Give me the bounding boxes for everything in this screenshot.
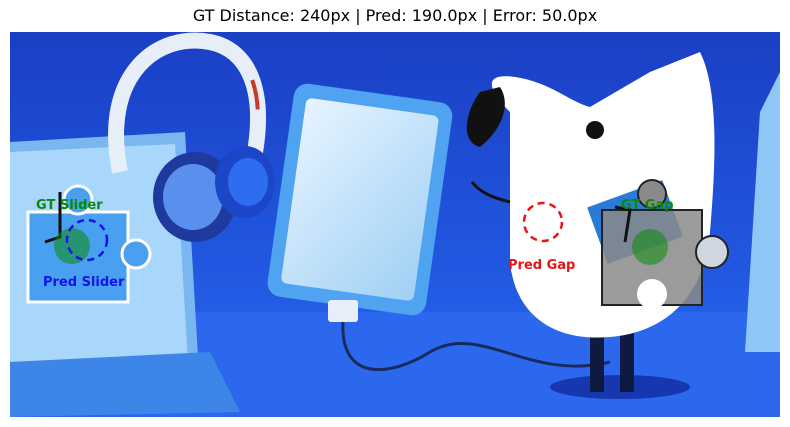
figure-title: GT Distance: 240px | Pred: 190.0px | Err… bbox=[192, 6, 598, 25]
gt-slider-marker bbox=[54, 228, 90, 264]
captcha-image bbox=[10, 32, 780, 417]
captcha-scene bbox=[10, 32, 780, 417]
tablet-illustration bbox=[267, 83, 611, 371]
pred-gap-marker bbox=[522, 201, 564, 243]
laptop-right-illustration bbox=[745, 72, 780, 352]
pred-gap-label: Pred Gap bbox=[508, 258, 576, 273]
gt-gap-marker bbox=[632, 229, 668, 265]
headphones-illustration bbox=[108, 32, 275, 242]
gt-slider-label: GT Slider bbox=[36, 198, 103, 213]
pred-slider-label: Pred Slider bbox=[43, 275, 125, 290]
pred-slider-marker bbox=[65, 218, 109, 262]
gt-gap-label: GT Gap bbox=[621, 198, 674, 213]
